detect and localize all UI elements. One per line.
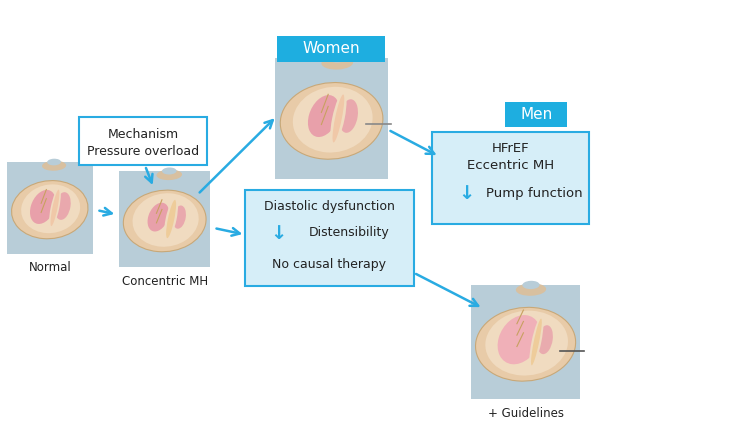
Ellipse shape [523,281,539,289]
Ellipse shape [173,206,186,229]
Text: + Guidelines: + Guidelines [488,407,564,420]
FancyBboxPatch shape [119,171,211,267]
Ellipse shape [280,83,383,159]
FancyBboxPatch shape [275,58,388,179]
Ellipse shape [166,200,176,238]
Ellipse shape [123,190,206,252]
Text: Pump function: Pump function [486,187,583,200]
Text: No causal therapy: No causal therapy [272,258,386,271]
Ellipse shape [164,198,178,240]
Ellipse shape [485,311,568,375]
Ellipse shape [12,181,88,239]
Text: Pressure overload: Pressure overload [87,145,199,158]
Ellipse shape [321,56,353,70]
Text: ↓: ↓ [271,224,287,243]
Ellipse shape [42,160,66,171]
FancyBboxPatch shape [79,117,207,165]
Ellipse shape [293,87,373,152]
Ellipse shape [328,54,346,63]
Ellipse shape [537,325,553,354]
Text: Distensibility: Distensibility [309,226,390,239]
Text: ↓: ↓ [458,184,474,203]
Ellipse shape [132,193,198,247]
Ellipse shape [330,92,346,145]
Text: Women: Women [302,41,359,56]
Text: Eccentric MH: Eccentric MH [467,159,554,172]
Ellipse shape [49,188,61,228]
Text: Concentric MH: Concentric MH [122,275,208,288]
FancyBboxPatch shape [505,102,567,127]
FancyBboxPatch shape [7,162,93,253]
Ellipse shape [47,159,61,165]
Ellipse shape [21,184,80,233]
Ellipse shape [498,315,540,364]
Ellipse shape [332,94,344,143]
Ellipse shape [55,192,71,220]
Text: Diastolic dysfunction: Diastolic dysfunction [264,200,395,213]
Ellipse shape [51,190,59,226]
Ellipse shape [531,319,542,365]
FancyBboxPatch shape [432,132,589,224]
FancyBboxPatch shape [277,36,385,62]
Ellipse shape [157,169,182,180]
Text: Normal: Normal [29,261,71,274]
Ellipse shape [476,308,575,381]
Text: HFrEF: HFrEF [492,142,529,155]
Ellipse shape [529,316,543,368]
Ellipse shape [516,283,546,296]
Ellipse shape [308,95,340,137]
Ellipse shape [30,190,56,224]
FancyBboxPatch shape [471,285,580,399]
FancyBboxPatch shape [245,190,414,286]
Ellipse shape [339,99,358,133]
Ellipse shape [162,168,176,174]
Text: Men: Men [520,107,553,122]
Ellipse shape [148,202,169,232]
Text: Mechanism: Mechanism [108,127,179,140]
